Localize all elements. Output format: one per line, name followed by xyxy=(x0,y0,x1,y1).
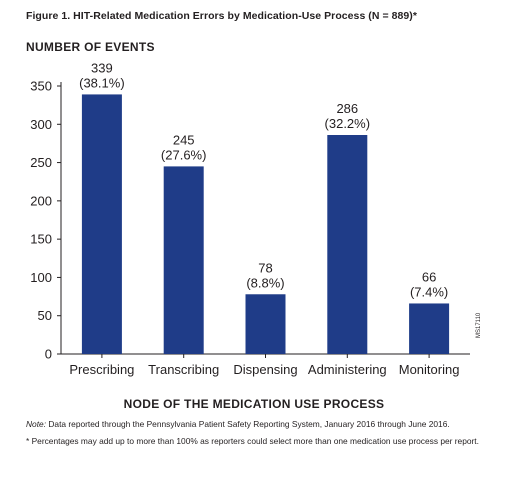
y-tick-label: 50 xyxy=(38,308,52,323)
bar-administering xyxy=(327,135,368,354)
data-label: 78 xyxy=(258,260,272,275)
x-tick-label: Transcribing xyxy=(148,362,219,377)
percent-label: (38.1%) xyxy=(79,75,125,90)
footnote: * Percentages may add up to more than 10… xyxy=(26,435,479,446)
bar-transcribing xyxy=(163,166,204,354)
y-tick-label: 0 xyxy=(45,347,52,362)
x-axis-label: NODE OF THE MEDICATION USE PROCESS xyxy=(123,397,385,411)
data-label: 66 xyxy=(422,269,436,284)
x-tick-label: Prescribing xyxy=(69,362,134,377)
data-label: 339 xyxy=(91,60,113,75)
bar-prescribing xyxy=(81,94,122,355)
figure-id: MS17110 xyxy=(476,312,482,338)
percent-label: (8.8%) xyxy=(246,275,284,290)
y-tick-label: 350 xyxy=(30,79,52,94)
x-tick-label: Administering xyxy=(308,362,387,377)
percent-label: (7.4%) xyxy=(410,284,448,299)
y-tick-label: 250 xyxy=(30,155,52,170)
data-label: 286 xyxy=(336,101,358,116)
bar-dispensing xyxy=(245,294,286,354)
figure-title: Figure 1. HIT-Related Medication Errors … xyxy=(26,10,417,22)
x-tick-label: Dispensing xyxy=(233,362,297,377)
percent-label: (32.2%) xyxy=(325,116,371,131)
note-label: Note: xyxy=(26,419,47,429)
bar-chart: 0 50 100 150 200 250 300 350 339(38.1%) Prescribi… xyxy=(30,60,470,377)
y-axis-label: NUMBER OF EVENTS xyxy=(26,40,155,54)
y-tick-label: 300 xyxy=(30,117,52,132)
bar-monitoring xyxy=(409,303,450,354)
y-tick-label: 200 xyxy=(30,193,52,208)
note-text: Data reported through the Pennsylvania P… xyxy=(48,419,450,429)
data-label: 245 xyxy=(173,132,195,147)
note-paragraph: Note: Data reported through the Pennsylv… xyxy=(26,418,496,432)
y-tick-label: 100 xyxy=(30,270,52,285)
y-tick-label: 150 xyxy=(30,232,52,247)
notes: Note: Data reported through the Pennsylv… xyxy=(26,418,496,451)
percent-label: (27.6%) xyxy=(161,147,207,162)
x-tick-label: Monitoring xyxy=(399,362,460,377)
